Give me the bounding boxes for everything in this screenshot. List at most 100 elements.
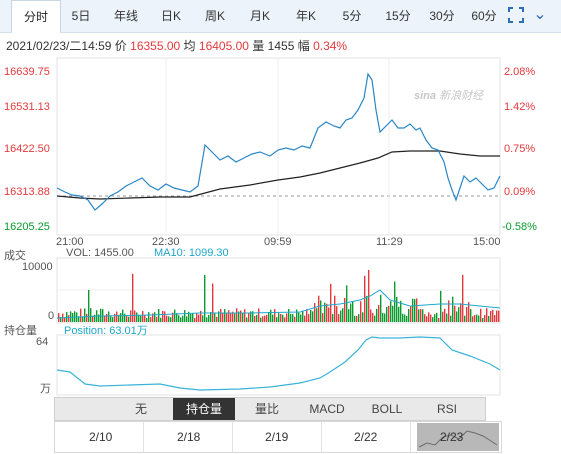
tab-5day[interactable]: 5日 xyxy=(71,9,91,23)
volume-bar xyxy=(134,310,136,322)
position-max-tick: 64 xyxy=(36,336,49,348)
volume-bar xyxy=(416,298,418,322)
volume-max-tick: 10000 xyxy=(22,261,53,273)
tab-year-line[interactable]: 年线 xyxy=(113,9,138,23)
volume-bar xyxy=(146,317,148,322)
volume-bar xyxy=(168,316,170,322)
volume-bar xyxy=(352,301,354,322)
volume-bar xyxy=(386,306,388,322)
volume-bar xyxy=(212,283,214,322)
volume-bar xyxy=(276,317,278,322)
volume-bar xyxy=(148,312,150,322)
volume-bar xyxy=(192,313,194,322)
indicator-volume-ratio[interactable]: 量比 xyxy=(254,402,279,416)
volume-bar xyxy=(248,313,250,322)
date-item[interactable]: 2/18 xyxy=(177,430,201,444)
indicator-macd[interactable]: MACD xyxy=(309,402,345,416)
date-item[interactable]: 2/10 xyxy=(89,430,113,444)
volume-bar xyxy=(234,313,236,322)
volume-bar xyxy=(380,294,382,322)
date-item[interactable]: 2/19 xyxy=(265,430,289,444)
volume-bar xyxy=(454,305,456,322)
volume-bar xyxy=(452,296,454,322)
volume-bar xyxy=(166,315,168,322)
tab-weekly-k[interactable]: 周K xyxy=(204,9,225,23)
volume-bar xyxy=(456,311,458,322)
volume-bar xyxy=(430,314,432,322)
tab-monthly-k[interactable]: 月K xyxy=(249,9,270,23)
tab-daily-k[interactable]: 日K xyxy=(160,9,181,23)
tab-yearly-k[interactable]: 年K xyxy=(295,9,316,23)
volume-bar xyxy=(120,313,122,322)
volume-bar xyxy=(346,285,348,322)
tab-15min[interactable]: 15分 xyxy=(385,9,411,23)
volume-bar xyxy=(106,313,108,322)
change-value: 0.34% xyxy=(313,39,348,53)
selected-date-window[interactable]: 2/23 xyxy=(417,423,499,451)
volume-bar xyxy=(288,308,290,322)
volume-bar xyxy=(422,309,424,322)
pct-tick: 0.09% xyxy=(504,186,536,198)
volume-bar xyxy=(222,313,224,322)
volume-bar xyxy=(86,313,88,322)
date-navigator[interactable]: 2/10 2/18 2/19 2/22 2/23 xyxy=(54,421,502,453)
chevron-down-icon[interactable]: ⌄ xyxy=(533,6,547,23)
position-line xyxy=(56,336,501,391)
volume-ma-value: MA10: 1099.30 xyxy=(154,247,229,259)
volume-bar xyxy=(138,314,140,322)
indicator-rsi[interactable]: RSI xyxy=(436,402,457,416)
volume-bar xyxy=(202,315,204,322)
volume-bar xyxy=(306,309,308,322)
volume-bar xyxy=(208,314,210,322)
volume-bar xyxy=(372,312,374,322)
volume-bar xyxy=(152,313,154,322)
volume-bar xyxy=(262,316,264,322)
volume-bar xyxy=(194,317,196,322)
indicator-boll[interactable]: BOLL xyxy=(371,402,403,416)
indicator-position[interactable]: 持仓量 xyxy=(173,398,235,420)
tab-30min[interactable]: 30分 xyxy=(429,9,455,23)
volume-bar xyxy=(184,310,186,322)
tab-5min[interactable]: 5分 xyxy=(342,9,362,23)
volume-bar xyxy=(118,314,120,322)
volume-bar xyxy=(244,309,246,322)
volume-bar xyxy=(108,311,110,322)
volume-bar xyxy=(280,313,282,322)
avg-value: 16405.00 xyxy=(198,39,249,53)
volume-bar xyxy=(410,306,412,322)
volume-bar xyxy=(424,314,426,322)
volume-bar xyxy=(232,311,234,322)
volume-bar xyxy=(404,314,406,322)
position-panel-frame xyxy=(56,334,501,396)
fullscreen-icon[interactable] xyxy=(508,7,524,23)
volume-bar xyxy=(60,316,62,322)
volume-bar xyxy=(266,314,268,322)
volume-bar xyxy=(70,311,72,322)
volume-bar xyxy=(82,316,84,322)
volume-bar xyxy=(132,273,134,322)
volume-bar xyxy=(334,295,336,322)
pct-tick: 2.08% xyxy=(504,66,536,78)
volume-bar xyxy=(472,316,474,322)
volume-bar xyxy=(320,300,322,322)
period-tabs: 分时 5日 年线 日K 周K 月K 年K 5分 15分 30分 60分 ⌄ xyxy=(0,0,561,33)
volume-bar xyxy=(216,316,218,322)
volume-bar xyxy=(312,311,314,322)
tab-60min[interactable]: 60分 xyxy=(471,9,497,23)
indicator-tabs: 无 持仓量 量比 MACD BOLL RSI xyxy=(54,397,486,421)
volume-bar xyxy=(188,311,190,322)
volume-value: VOL: 1455.00 xyxy=(66,247,134,259)
volume-bar xyxy=(84,308,86,322)
date-item[interactable]: 2/22 xyxy=(354,430,378,444)
volume-bar xyxy=(110,315,112,322)
volume-bar xyxy=(432,317,434,322)
volume-bar xyxy=(292,314,294,322)
position-unit-tick: 万 xyxy=(40,383,51,395)
tab-intraday[interactable]: 分时 xyxy=(11,0,61,33)
volume-bar xyxy=(468,302,470,322)
volume-bar xyxy=(68,315,70,322)
time-tick: 11:29 xyxy=(376,236,403,248)
indicator-none[interactable]: 无 xyxy=(134,402,147,416)
volume-bar xyxy=(214,312,216,322)
quote-info-line: 2021/02/23/二14:59 价 16355.00 均 16405.00 … xyxy=(6,37,347,54)
